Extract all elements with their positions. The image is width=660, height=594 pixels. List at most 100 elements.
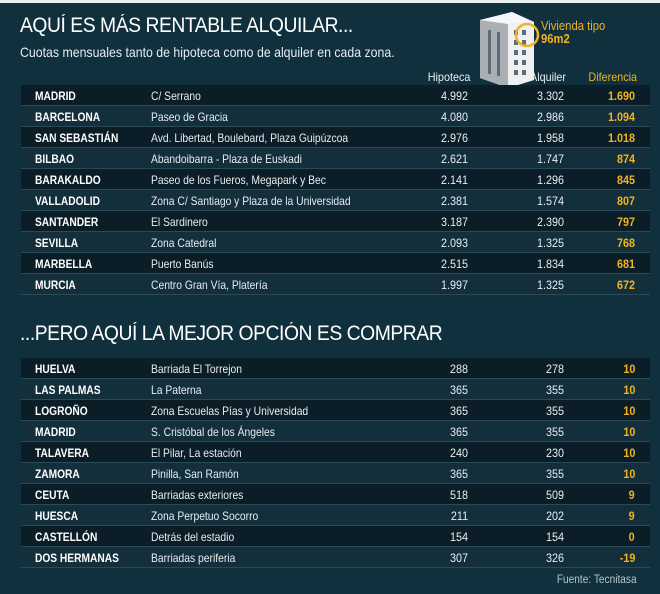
city-cell: LAS PALMAS <box>35 383 101 397</box>
city-cell: DOS HERMANAS <box>35 551 119 565</box>
zone-cell: Centro Gran Vía, Platería <box>151 278 268 292</box>
city-cell: BARAKALDO <box>35 173 101 187</box>
table-row: SEVILLA Zona Catedral 2.093 1.325 768 <box>21 232 650 253</box>
table-row: VALLADOLID Zona C/ Santiago y Plaza de la… <box>21 190 650 211</box>
diferencia-cell: 768 <box>616 236 635 250</box>
zone-cell: Abandoibarra - Plaza de Euskadi <box>151 152 302 166</box>
city-cell: SAN SEBASTIÁN <box>35 131 119 145</box>
hipoteca-cell: 2.515 <box>440 257 468 271</box>
hipoteca-cell: 154 <box>449 530 468 544</box>
table-row: SAN SEBASTIÁN Avd. Libertad, Boulebard, P… <box>21 127 650 148</box>
zone-cell: Puerto Banús <box>151 257 214 271</box>
top-rule <box>0 0 660 3</box>
alquiler-cell: 2.986 <box>536 110 564 124</box>
alquiler-cell: 355 <box>545 383 564 397</box>
column-header-diferencia: Diferencia <box>588 70 637 84</box>
zone-cell: C/ Serrano <box>151 89 201 103</box>
alquiler-cell: 278 <box>545 362 564 376</box>
table-row: BARCELONA Paseo de Gracia 4.080 2.986 1.094 <box>21 106 650 127</box>
city-cell: CASTELLÓN <box>35 530 98 544</box>
zone-cell: S. Cristóbal de los Ángeles <box>151 425 275 439</box>
table-row: HUELVA Barriada El Torrejon 288 278 10 <box>21 358 650 379</box>
diferencia-cell: 10 <box>622 425 635 439</box>
table-row: MURCIA Centro Gran Vía, Platería 1.997 1.32… <box>21 274 650 295</box>
hipoteca-cell: 3.187 <box>440 215 468 229</box>
zone-cell: La Paterna <box>151 383 202 397</box>
diferencia-cell: 1.690 <box>607 89 635 103</box>
alquiler-cell: 1.325 <box>536 236 564 250</box>
zone-cell: Zona Perpetuo Socorro <box>151 509 259 523</box>
alquiler-cell: 326 <box>545 551 564 565</box>
zone-cell: Zona C/ Santiago y Plaza de la Universid… <box>151 194 351 208</box>
city-cell: SANTANDER <box>35 215 99 229</box>
table-row: SANTANDER El Sardinero 3.187 2.390 797 <box>21 211 650 232</box>
hipoteca-cell: 365 <box>449 404 468 418</box>
hipoteca-cell: 2.976 <box>440 131 468 145</box>
diferencia-cell: 1.018 <box>607 131 635 145</box>
alquiler-cell: 1.834 <box>536 257 564 271</box>
table-row: BILBAO Abandoibarra - Plaza de Euskadi 2.6… <box>21 148 650 169</box>
alquiler-cell: 2.390 <box>536 215 564 229</box>
alquiler-cell: 1.958 <box>536 131 564 145</box>
alquiler-cell: 1.574 <box>536 194 564 208</box>
hipoteca-cell: 2.621 <box>440 152 468 166</box>
diferencia-cell: 10 <box>622 446 635 460</box>
diferencia-cell: 9 <box>628 488 635 502</box>
hipoteca-cell: 240 <box>449 446 468 460</box>
diferencia-cell: 807 <box>616 194 635 208</box>
housing-type-callout: Vivienda tipo 96m2 <box>541 20 605 46</box>
hipoteca-cell: 1.997 <box>440 278 468 292</box>
callout-size: 96m2 <box>541 32 570 46</box>
diferencia-cell: 874 <box>616 152 635 166</box>
table-row: CEUTA Barriadas exteriores 518 509 9 <box>21 484 650 505</box>
table-row: MADRID S. Cristóbal de los Ángeles 365 355 1… <box>21 421 650 442</box>
alquiler-cell: 1.325 <box>536 278 564 292</box>
hipoteca-cell: 2.093 <box>440 236 468 250</box>
alquiler-cell: 1.747 <box>536 152 564 166</box>
zone-cell: El Pilar, La estación <box>151 446 242 460</box>
city-cell: TALAVERA <box>35 446 90 460</box>
alquiler-cell: 355 <box>545 467 564 481</box>
hipoteca-cell: 307 <box>449 551 468 565</box>
city-cell: VALLADOLID <box>35 194 100 208</box>
hipoteca-cell: 211 <box>450 509 468 523</box>
alquiler-cell: 509 <box>545 488 564 502</box>
diferencia-cell: 9 <box>628 509 635 523</box>
table-row: LOGROÑO Zona Escuelas Pías y Universidad 3… <box>21 400 650 421</box>
zone-cell: Barriadas exteriores <box>151 488 244 502</box>
city-cell: ZAMORA <box>35 467 80 481</box>
diferencia-cell: 681 <box>616 257 635 271</box>
column-header-alquiler: Alquiler <box>529 70 566 84</box>
table-row: HUESCA Zona Perpetuo Socorro 211 202 9 <box>21 505 650 526</box>
alquiler-cell: 355 <box>545 404 564 418</box>
zone-cell: Zona Escuelas Pías y Universidad <box>151 404 309 418</box>
source-note: Fuente: Tecnitasa <box>557 574 637 586</box>
page-title: AQUÍ ES MÁS RENTABLE ALQUILAR... <box>20 14 353 37</box>
diferencia-cell: 10 <box>622 467 635 481</box>
diferencia-cell: 10 <box>622 404 635 418</box>
diferencia-cell: 845 <box>616 173 635 187</box>
city-cell: MURCIA <box>35 278 76 292</box>
table-row: MADRID C/ Serrano 4.992 3.302 1.690 <box>21 85 650 106</box>
diferencia-cell: 797 <box>616 215 635 229</box>
zone-cell: Barriada El Torrejon <box>151 362 243 376</box>
zone-cell: El Sardinero <box>151 215 208 229</box>
alquiler-cell: 355 <box>545 425 564 439</box>
zone-cell: Barriadas periferia <box>151 551 236 565</box>
section-title-buy: ...PERO AQUÍ LA MEJOR OPCIÓN ES COMPRAR <box>20 322 443 345</box>
page-subtitle: Cuotas mensuales tanto de hipoteca como … <box>20 44 395 60</box>
zone-cell: Detrás del estadio <box>151 530 235 544</box>
alquiler-cell: 3.302 <box>536 89 564 103</box>
table-row: ZAMORA Pinilla, San Ramón 365 355 10 <box>21 463 650 484</box>
zone-cell: Pinilla, San Ramón <box>151 467 239 481</box>
diferencia-cell: 1.094 <box>607 110 635 124</box>
city-cell: HUELVA <box>35 362 76 376</box>
diferencia-cell: 0 <box>628 530 635 544</box>
rent-table: MADRID C/ Serrano 4.992 3.302 1.690 BARCELONA… <box>21 85 650 295</box>
diferencia-cell: 10 <box>622 362 635 376</box>
city-cell: SEVILLA <box>35 236 79 250</box>
table-row: LAS PALMAS La Paterna 365 355 10 <box>21 379 650 400</box>
hipoteca-cell: 4.080 <box>440 110 468 124</box>
table-row: BARAKALDO Paseo de los Fueros, Megapark y… <box>21 169 650 190</box>
city-cell: MARBELLA <box>35 257 93 271</box>
